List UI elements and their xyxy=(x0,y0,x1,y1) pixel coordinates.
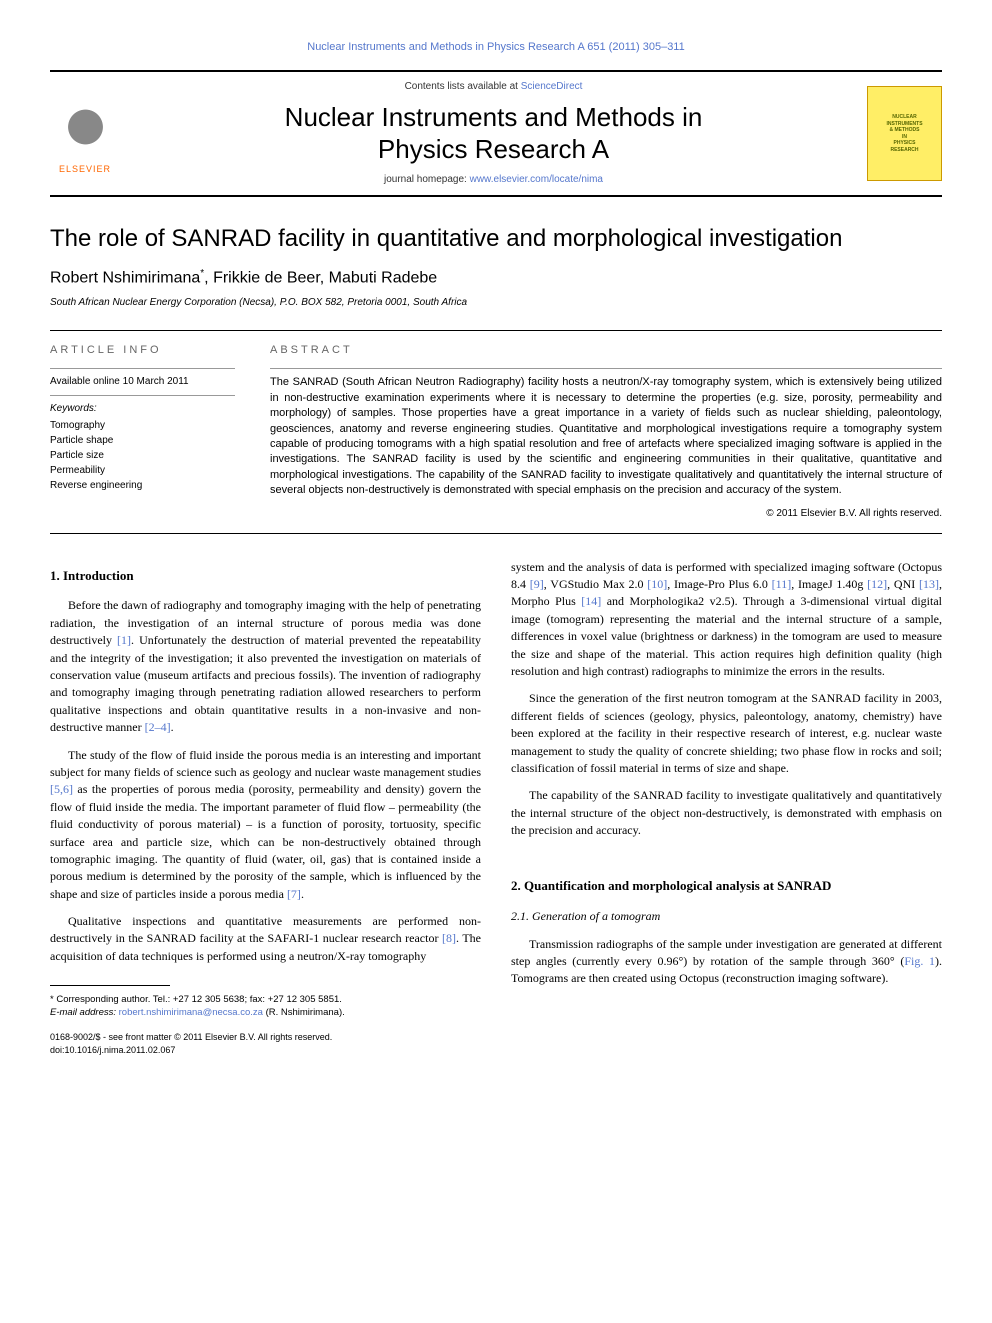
journal-reference: Nuclear Instruments and Methods in Physi… xyxy=(50,40,942,55)
paragraph: Transmission radiographs of the sample u… xyxy=(511,936,942,988)
affiliation: South African Nuclear Energy Corporation… xyxy=(50,296,942,310)
article-info: article info Available online 10 March 2… xyxy=(50,331,250,533)
section-1-heading: 1. Introduction xyxy=(50,567,481,586)
sciencedirect-link[interactable]: ScienceDirect xyxy=(521,81,583,92)
elsevier-logo: ELSEVIER xyxy=(50,91,120,176)
left-column: 1. Introduction Before the dawn of radio… xyxy=(50,559,481,1057)
article-title: The role of SANRAD facility in quantitat… xyxy=(50,222,942,256)
fig-link[interactable]: Fig. 1 xyxy=(904,954,935,968)
abstract-text: The SANRAD (South African Neutron Radiog… xyxy=(270,368,942,498)
header-center: Contents lists available at ScienceDirec… xyxy=(120,80,867,186)
journal-cover-icon: NUCLEAR INSTRUMENTS & METHODS IN PHYSICS… xyxy=(867,86,942,181)
keywords-label: Keywords: xyxy=(50,402,235,416)
abstract: abstract The SANRAD (South African Neutr… xyxy=(250,331,942,533)
ref-link[interactable]: [9] xyxy=(530,577,544,591)
homepage-line: journal homepage: www.elsevier.com/locat… xyxy=(120,173,867,187)
keyword: Particle shape xyxy=(50,433,235,448)
paragraph: The capability of the SANRAD facility to… xyxy=(511,787,942,839)
ref-link[interactable]: [11] xyxy=(772,577,792,591)
contents-line: Contents lists available at ScienceDirec… xyxy=(120,80,867,94)
keyword: Permeability xyxy=(50,463,235,478)
homepage-link[interactable]: www.elsevier.com/locate/nima xyxy=(470,174,603,185)
ref-link[interactable]: [12] xyxy=(867,577,887,591)
keyword: Tomography xyxy=(50,418,235,433)
ref-link[interactable]: [10] xyxy=(647,577,667,591)
elsevier-label: ELSEVIER xyxy=(59,163,111,176)
section-2-heading: 2. Quantification and morphological anal… xyxy=(511,877,942,896)
journal-name: Nuclear Instruments and Methods in Physi… xyxy=(120,102,867,164)
ref-link[interactable]: [8] xyxy=(442,931,456,945)
abstract-heading: abstract xyxy=(270,343,942,358)
ref-link[interactable]: [13] xyxy=(919,577,939,591)
authors: Robert Nshimirimana*, Frikkie de Beer, M… xyxy=(50,267,942,290)
paragraph: Before the dawn of radiography and tomog… xyxy=(50,597,481,736)
paragraph: The study of the flow of fluid inside th… xyxy=(50,747,481,904)
available-online: Available online 10 March 2011 xyxy=(50,368,235,396)
paragraph: Qualitative inspections and quantitative… xyxy=(50,913,481,965)
ref-link[interactable]: [5,6] xyxy=(50,782,73,796)
body-columns: 1. Introduction Before the dawn of radio… xyxy=(50,559,942,1057)
email-link[interactable]: robert.nshimirimana@necsa.co.za xyxy=(119,1007,263,1018)
journal-ref-link[interactable]: Nuclear Instruments and Methods in Physi… xyxy=(307,41,684,53)
paragraph: system and the analysis of data is perfo… xyxy=(511,559,942,681)
ref-link[interactable]: [2–4] xyxy=(145,720,171,734)
footnote-separator xyxy=(50,985,170,986)
doi-block: 0168-9002/$ - see front matter © 2011 El… xyxy=(50,1031,481,1057)
info-abstract-block: article info Available online 10 March 2… xyxy=(50,330,942,534)
corresponding-footnote: * Corresponding author. Tel.: +27 12 305… xyxy=(50,994,481,1019)
article-info-heading: article info xyxy=(50,343,235,358)
right-column: system and the analysis of data is perfo… xyxy=(511,559,942,1057)
ref-link[interactable]: [1] xyxy=(117,633,131,647)
ref-link[interactable]: [7] xyxy=(287,887,301,901)
keyword: Particle size xyxy=(50,448,235,463)
section-2-1-heading: 2.1. Generation of a tomogram xyxy=(511,908,942,925)
journal-header: ELSEVIER Contents lists available at Sci… xyxy=(50,70,942,196)
ref-link[interactable]: [14] xyxy=(581,594,601,608)
elsevier-tree-icon xyxy=(58,105,113,160)
abstract-copyright: © 2011 Elsevier B.V. All rights reserved… xyxy=(270,507,942,521)
keyword: Reverse engineering xyxy=(50,478,235,493)
paragraph: Since the generation of the first neutro… xyxy=(511,690,942,777)
